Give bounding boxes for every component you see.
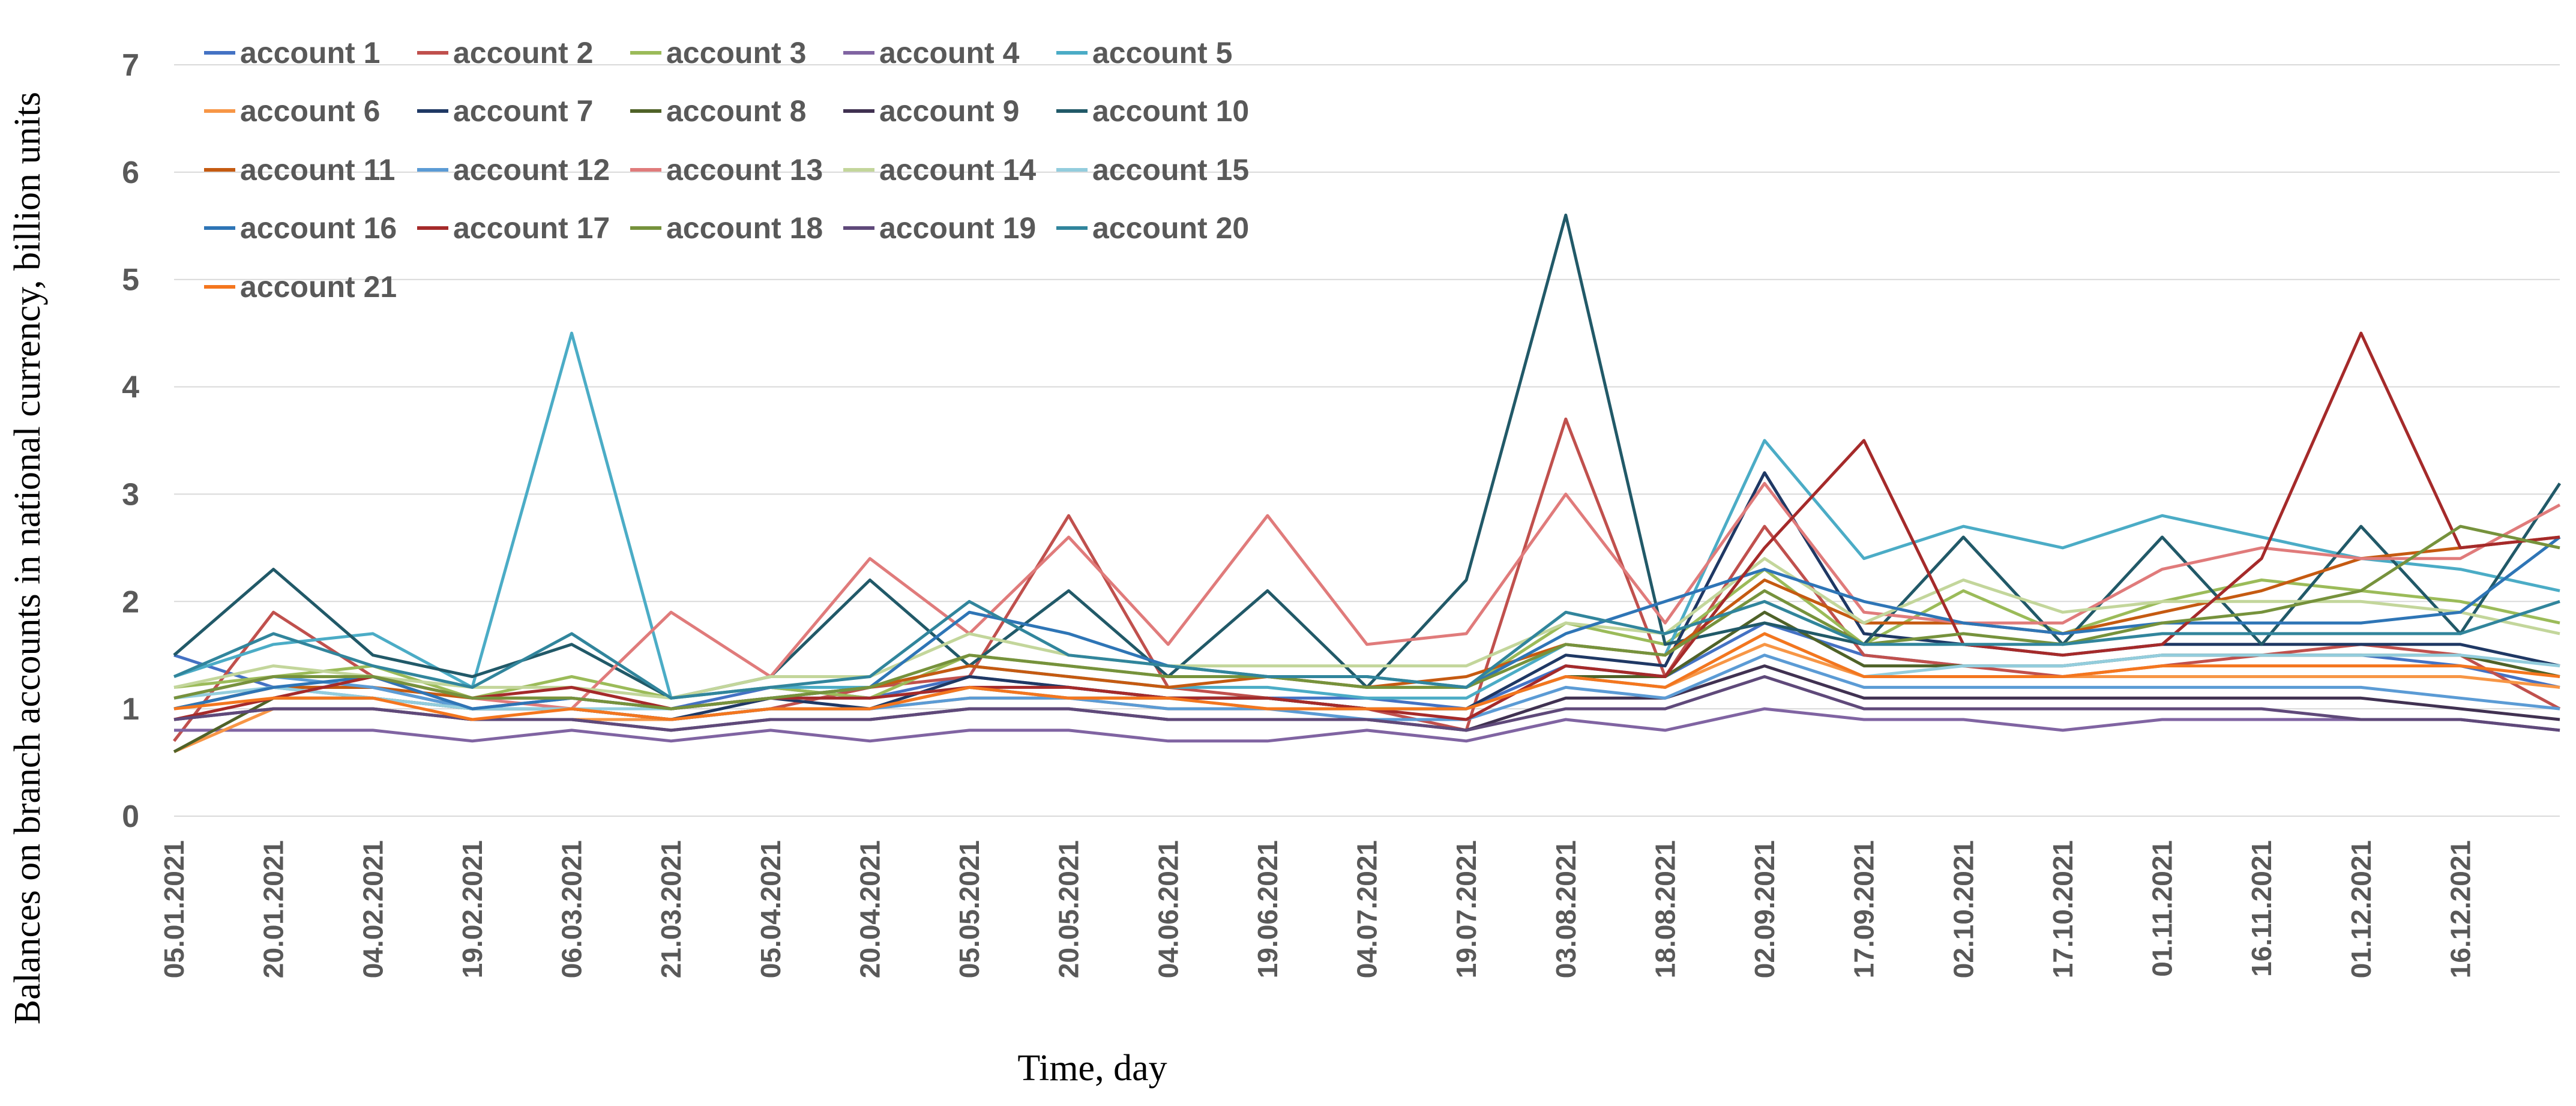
legend-label: account 5 [1092,36,1232,70]
y-tick-label: 6 [122,155,139,190]
series-line-account-4 [174,707,2560,743]
legend-label: account 15 [1092,153,1249,187]
legend-label: account 8 [666,94,806,128]
series-line-account-7 [173,471,2560,721]
x-tick-label: 19.02.2021 [457,840,488,978]
legend-label: account 17 [453,211,610,245]
series-line-account-5 [173,331,2560,700]
x-tick-label: 19.06.2021 [1252,840,1283,978]
x-tick-label: 01.11.2021 [2147,840,2178,977]
series-line-account-20 [173,600,2560,700]
x-tick-label: 05.05.2021 [954,840,985,978]
series-line-account-13 [173,482,2561,711]
y-tick-label: 1 [122,692,139,727]
legend-label: account 13 [666,153,823,187]
legend-label: account 21 [240,270,397,304]
series-line-account-10 [173,213,2562,700]
y-tick-label: 4 [122,370,139,405]
y-tick-label: 5 [122,263,139,298]
x-tick-label: 20.04.2021 [854,840,885,978]
series-line-account-21 [173,632,2560,721]
legend-label: account 12 [453,153,610,187]
x-tick-label: 19.07.2021 [1451,840,1482,978]
y-tick-label: 3 [122,477,139,512]
x-tick-label: 01.12.2021 [2346,840,2377,978]
x-tick-label: 04.06.2021 [1152,840,1184,978]
x-tick-label: 03.08.2021 [1550,840,1581,978]
x-axis-ticks: 05.01.2021 20.01.2021 04.02.2021 19.02.2021… [158,840,2476,978]
x-tick-label: 04.02.2021 [357,840,388,978]
legend-label: account 1 [240,36,380,70]
x-tick-label: 04.07.2021 [1352,840,1383,978]
x-tick-label: 05.01.2021 [158,840,190,978]
legend-label: account 20 [1092,211,1249,245]
y-axis-title: Balances on branch accounts in national … [7,92,48,1024]
x-tick-label: 06.03.2021 [556,840,588,978]
series-lines [173,213,2562,753]
x-tick-label: 16.12.2021 [2445,840,2476,978]
x-tick-label: 20.01.2021 [258,840,289,978]
y-axis-ticks: 0 1 2 3 4 5 6 7 [122,48,139,834]
x-tick-label: 21.03.2021 [655,840,687,978]
y-tick-label: 0 [122,799,139,834]
x-tick-label: 20.05.2021 [1053,840,1085,978]
legend-label: account 3 [666,36,806,70]
series-line-account-19 [173,675,2560,732]
legend-label: account 6 [240,94,380,128]
x-tick-label: 16.11.2021 [2246,840,2277,977]
series-line-account-18 [173,524,2560,711]
x-tick-label: 17.09.2021 [1849,840,1880,978]
y-tick-label: 2 [122,585,139,619]
x-tick-label: 02.10.2021 [1948,840,1979,978]
legend-label: account 19 [879,211,1036,245]
x-tick-label: 02.09.2021 [1749,840,1780,978]
x-tick-label: 17.10.2021 [2047,840,2078,978]
x-tick-label: 05.04.2021 [755,840,786,978]
legend: account 1 account 2 account 3 account 4 acco… [204,36,1249,304]
legend-label: account 4 [879,36,1020,70]
legend-label: account 11 [240,153,395,187]
x-axis-title: Time, day [1017,1048,1167,1089]
x-tick-label: 18.08.2021 [1649,840,1681,978]
series-line-account-16 [173,536,2561,711]
legend-label: account 18 [666,211,823,245]
legend-label: account 16 [240,211,397,245]
legend-label: account 10 [1092,94,1249,128]
legend-label: account 2 [453,36,593,70]
y-tick-label: 7 [122,48,139,83]
legend-label: account 14 [879,153,1036,187]
legend-label: account 9 [879,94,1019,128]
legend-label: account 7 [453,94,593,128]
